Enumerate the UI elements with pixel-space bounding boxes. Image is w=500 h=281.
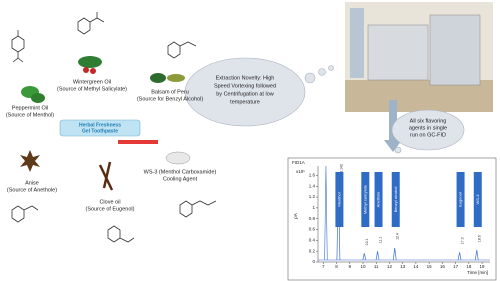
x-tick-label: 8 [335,264,338,269]
extraction-note: by Centrifugation at low [216,91,274,97]
y-tick-label: 1 [312,205,315,210]
toothpaste-label: Herbal Freshness [79,122,121,128]
y-tick-label: 0.2 [309,248,316,253]
x-tick-label: 11 [374,264,379,269]
peak-label: Eugenol [458,192,463,207]
y-tick-label: 1.4 [309,183,316,188]
gc-cloud [391,109,465,154]
peak-label: WS-3 [475,194,480,205]
source-caption: Cooling Agent [163,176,198,182]
source-caption: WS-3 (Menthol Carboxamide) [144,169,217,175]
gc-note: run on GC-FID [410,132,446,138]
source-caption: (Source for Benzyl Alcohol) [137,96,204,102]
x-tick-label: 16 [440,264,446,269]
gc-instrument-photo [345,2,493,112]
source-caption: (Source of Methyl Salicylate) [57,86,127,92]
x-tick-label: 9 [348,264,351,269]
extraction-note: temperature [230,99,260,105]
peak-label-box [473,172,482,227]
y-tick-label: 0 [312,259,315,264]
x-tick-label: 13 [400,264,406,269]
anise-star [20,150,40,172]
x-tick-label: 19 [480,264,486,269]
wintergreen-berries [78,56,102,74]
ws3-structure [179,200,217,218]
retention-time: 10.1 [365,238,369,245]
peak-label-box [335,172,344,227]
peak-label: Menthol [336,192,341,206]
source-caption: Balsam of Peru [151,89,189,95]
source-caption: Peppermint Oil [12,105,48,111]
retention-time: 18.6 [478,235,482,242]
y-tick-label: 0.8 [309,216,316,221]
anethole-structure [11,205,39,223]
eugenol-structure [107,225,135,243]
peak-label: Anethole [376,191,381,208]
toothpaste-label: Gel Toothpaste [82,128,118,134]
peppermint-structure [11,30,25,63]
y-tick-label: 0.4 [309,238,316,243]
x-tick-label: 14 [413,264,419,269]
source-caption: Wintergreen Oil [73,79,111,85]
wintergreen-structure [77,12,105,35]
source-caption: Clove oil [99,199,120,205]
source-caption: (Source of Eugenol) [86,206,135,212]
peak [457,252,462,261]
retention-time: 17.3 [460,237,464,244]
mint-leaves [21,86,45,103]
retention-time: 8.142 [339,164,343,173]
peak-label: Benzyl alcohol [393,186,398,212]
extraction-note: Extraction Novelty: High [216,75,275,81]
source-caption: Anise [25,180,39,186]
labels: Peppermint Oil(Source of Menthol) Winterg… [6,75,447,212]
peak-label-box [361,172,370,227]
source-caption: (Source of Anethole) [7,187,57,193]
x-tick-label: 17 [453,264,459,269]
x-axis-label: Time [min] [467,270,488,275]
peak [375,251,380,261]
x-tick-label: 7 [322,264,325,269]
x-tick-label: 10 [360,264,366,269]
solvent-front [324,165,328,261]
x-tick-label: 12 [387,264,393,269]
retention-time: 11.1 [378,237,382,244]
balsam-plant [150,73,185,83]
peak-label-box [456,172,465,227]
gc-note: agents in single [409,125,447,131]
x-tick-label: 18 [466,264,472,269]
peak-label-box [374,172,383,227]
extraction-cloud [184,57,334,127]
peak-label-box [391,172,400,227]
x-tick-label: 15 [427,264,433,269]
peak [362,253,367,261]
scale-label: x10¹ [296,169,305,174]
y-axis-label: pA [293,213,298,219]
chart-header: FID1A [292,160,305,165]
y-tick-label: 1.2 [309,194,316,199]
peak [474,250,479,261]
extraction-note: Speed Vortexing followed [214,83,276,89]
chromatogram: FID1A x10¹ pA Time [min] 0 0.2 0.4 0.6 0.8 1 1.2 1.… [292,160,490,275]
source-caption: (Source of Menthol) [6,112,54,118]
gc-note: All six flavoring [410,118,447,124]
peak [392,247,397,261]
peak-label: Methyl salicylate [362,184,367,214]
toothpaste [59,119,158,144]
retention-time: 12.4 [396,233,400,240]
y-tick-label: 1.6 [309,173,316,178]
clove-buds [98,161,114,191]
ws3-powder [165,151,191,165]
y-tick-label: 0.6 [309,227,316,232]
benzyl-structure [167,41,197,59]
